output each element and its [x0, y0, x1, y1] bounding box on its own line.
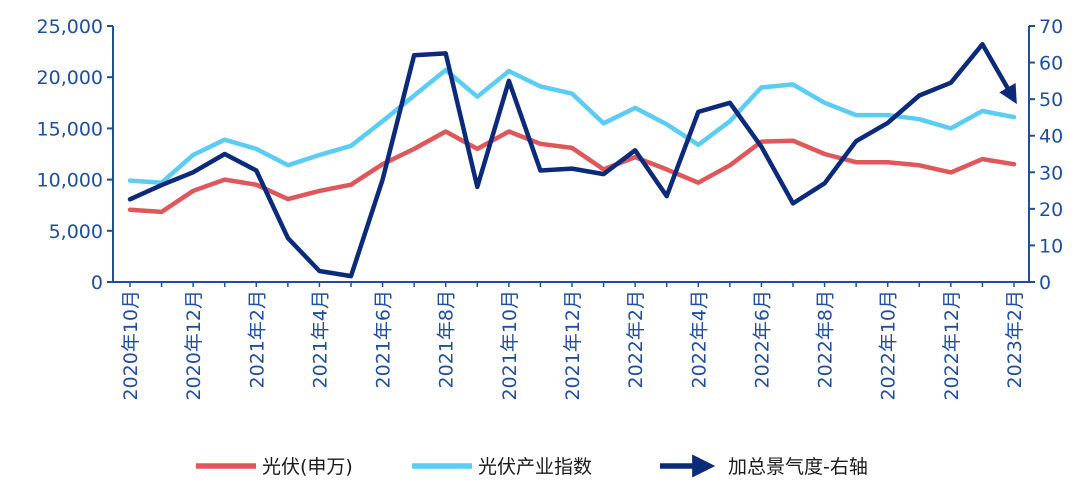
legend-item-1: 光伏产业指数	[412, 456, 592, 478]
series-line-2	[127, 42, 1017, 279]
legend-item-2: 加总景气度-右轴	[660, 454, 868, 478]
x-tick-label: 2022年12月	[941, 290, 963, 401]
legend-label-0: 光伏(申万)	[262, 456, 353, 478]
right-tick-label: 50	[1039, 89, 1063, 111]
x-tick-label: 2021年8月	[436, 290, 458, 388]
x-tick-label: 2020年10月	[120, 290, 142, 401]
left-tick-label: 10,000	[37, 170, 103, 192]
legend-label-1: 光伏产业指数	[478, 456, 592, 478]
right-tick-label: 10	[1039, 235, 1063, 257]
x-tick-label: 2022年2月	[625, 290, 647, 388]
x-tick-label: 2023年2月	[1004, 290, 1026, 388]
series-line-0	[127, 129, 1017, 215]
series-line-1	[127, 67, 1017, 185]
right-axis-ticks: 0 10 20 30 40 50 60 70	[1029, 16, 1063, 294]
x-tick-label: 2020年12月	[183, 290, 205, 401]
x-tick-label: 2022年4月	[688, 290, 710, 388]
x-tick-label: 2021年12月	[562, 290, 584, 401]
left-tick-label: 25,000	[37, 16, 103, 38]
left-tick-label: 15,000	[37, 118, 103, 140]
right-tick-label: 40	[1039, 126, 1063, 148]
right-tick-label: 20	[1039, 199, 1063, 221]
left-axis-ticks: 0 5,000 10,000 15,000 20,000 25,000	[37, 16, 113, 294]
legend-label-2: 加总景气度-右轴	[728, 456, 868, 478]
legend-item-0: 光伏(申万)	[196, 456, 353, 478]
left-tick-label: 20,000	[37, 67, 103, 89]
x-tick-label: 2021年10月	[499, 290, 521, 401]
x-tick-label: 2022年6月	[751, 290, 773, 388]
x-tick-label: 2022年8月	[815, 290, 837, 388]
right-tick-label: 0	[1039, 272, 1051, 294]
x-axis-ticks: 2020年10月 2020年12月 2021年2月 2021年4月 2021年6月 202…	[120, 282, 1026, 401]
x-tick-label: 2021年6月	[373, 290, 395, 388]
axes	[112, 26, 1030, 283]
series-layer	[127, 42, 1017, 279]
legend: 光伏(申万) 光伏产业指数 加总景气度-右轴	[196, 454, 868, 478]
right-tick-label: 60	[1039, 53, 1063, 75]
left-tick-label: 0	[91, 272, 103, 294]
x-tick-label: 2021年4月	[309, 290, 331, 388]
x-tick-label: 2021年2月	[246, 290, 268, 388]
right-tick-label: 30	[1039, 162, 1063, 184]
x-tick-label: 2022年10月	[878, 290, 900, 401]
left-tick-label: 5,000	[49, 221, 103, 243]
right-tick-label: 70	[1039, 16, 1063, 38]
